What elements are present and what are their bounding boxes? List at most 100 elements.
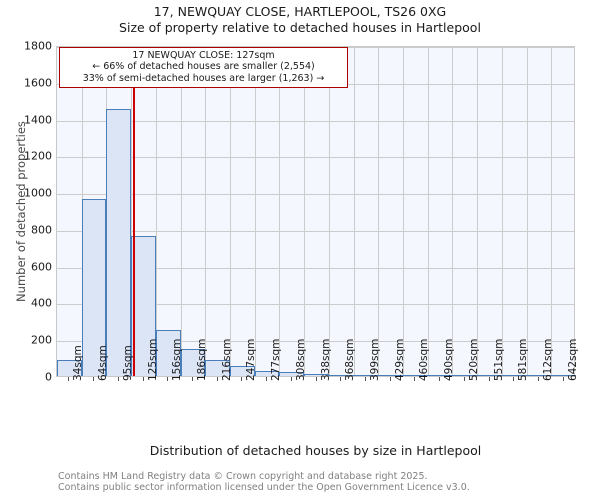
annotation-line-2: ← 66% of detached houses are smaller (2,…	[92, 61, 315, 73]
histogram-bar	[403, 375, 428, 376]
y-tick-label: 1600	[24, 76, 52, 90]
gridline-horizontal	[57, 267, 574, 269]
y-tick-label: 600	[31, 260, 52, 274]
histogram-bar	[205, 360, 230, 376]
chart-footer: Contains HM Land Registry data © Crown c…	[58, 471, 578, 493]
chart-title-subtitle: Size of property relative to detached ho…	[119, 20, 481, 35]
gridline-vertical	[131, 47, 133, 376]
x-tick-label: 642sqm	[566, 338, 579, 381]
x-tick-label: 520sqm	[467, 338, 480, 381]
x-tick-label: 247sqm	[245, 338, 258, 381]
x-tick-mark	[117, 377, 119, 381]
gridline-vertical	[205, 47, 207, 376]
histogram-bar	[353, 375, 379, 376]
x-tick-mark	[340, 377, 342, 381]
histogram-bar	[551, 375, 576, 376]
gridline-vertical	[452, 47, 454, 376]
chart-title-primary: 17, NEWQUAY CLOSE, HARTLEPOOL, TS26 0XG	[153, 4, 447, 19]
gridline-vertical	[403, 47, 404, 376]
chart-title-block: 17, NEWQUAY CLOSE, HARTLEPOOL, TS26 0XG …	[0, 4, 600, 36]
x-tick-label: 156sqm	[171, 338, 184, 381]
x-tick-mark	[389, 377, 391, 381]
x-tick-label: 338sqm	[319, 338, 332, 381]
y-tick-label: 0	[45, 370, 52, 384]
gridline-vertical	[477, 47, 479, 376]
histogram-bar	[106, 109, 132, 376]
x-tick-label: 490sqm	[443, 338, 456, 381]
x-tick-mark	[315, 377, 317, 381]
gridline-vertical	[551, 47, 553, 376]
x-tick-mark	[537, 377, 539, 381]
gridline-vertical	[328, 47, 330, 376]
x-tick-label: 277sqm	[270, 338, 283, 381]
x-tick-mark	[364, 377, 366, 381]
x-tick-mark	[241, 377, 243, 381]
histogram-bar	[57, 360, 82, 376]
gridline-vertical	[526, 47, 528, 376]
x-tick-mark	[290, 377, 292, 381]
gridline-vertical	[378, 47, 380, 376]
y-tick-label: 400	[31, 296, 52, 310]
histogram-bar	[304, 373, 329, 376]
gridline-vertical	[155, 47, 157, 376]
histogram-bar	[427, 375, 453, 376]
x-tick-mark	[562, 377, 564, 381]
x-tick-label: 186sqm	[195, 338, 208, 381]
histogram-bar	[378, 375, 403, 376]
gridline-horizontal	[57, 341, 574, 343]
gridline-vertical	[230, 47, 231, 376]
x-tick-mark	[167, 377, 169, 381]
gridline-vertical	[304, 47, 306, 376]
y-tick-label: 800	[31, 223, 52, 237]
histogram-bar	[526, 375, 552, 376]
histogram-bar	[155, 330, 181, 376]
x-tick-label: 64sqm	[97, 345, 110, 381]
x-tick-mark	[266, 377, 268, 381]
footer-line-2: Contains public sector information licen…	[58, 482, 470, 493]
x-tick-label: 95sqm	[121, 345, 134, 381]
x-tick-mark	[191, 377, 193, 381]
x-tick-label: 216sqm	[220, 338, 233, 381]
x-tick-label: 429sqm	[393, 338, 406, 381]
gridline-vertical	[353, 47, 355, 376]
histogram-bar	[328, 375, 354, 376]
histogram-bar	[254, 370, 280, 376]
x-tick-mark	[142, 377, 144, 381]
gridline-horizontal	[57, 120, 574, 122]
x-tick-label: 368sqm	[344, 338, 357, 381]
histogram-bar	[279, 372, 305, 376]
y-tick-label: 1000	[24, 186, 52, 200]
x-tick-mark	[68, 377, 70, 381]
y-tick-label: 1200	[24, 149, 52, 163]
x-tick-label: 125sqm	[146, 338, 159, 381]
histogram-bar	[501, 375, 527, 376]
y-tick-label: 1800	[24, 39, 52, 53]
histogram-bar	[452, 375, 478, 376]
property-marker-line	[132, 47, 135, 376]
x-tick-label: 612sqm	[541, 338, 554, 381]
gridline-vertical	[427, 47, 429, 376]
x-tick-label: 581sqm	[517, 338, 530, 381]
x-tick-label: 34sqm	[72, 345, 85, 381]
x-axis-title: Distribution of detached houses by size …	[149, 443, 482, 458]
x-tick-label: 308sqm	[294, 338, 307, 381]
y-tick-label: 1400	[24, 113, 52, 127]
gridline-horizontal	[57, 230, 574, 232]
x-tick-mark	[93, 377, 95, 381]
property-annotation-box: 17 NEWQUAY CLOSE: 127sqm ← 66% of detach…	[59, 47, 348, 89]
x-tick-mark	[463, 377, 465, 381]
gridline-vertical	[279, 47, 281, 376]
gridline-horizontal	[57, 304, 574, 306]
histogram-bar	[131, 236, 156, 376]
gridline-horizontal	[57, 194, 574, 196]
histogram-bar	[81, 199, 107, 376]
x-tick-label: 551sqm	[492, 338, 505, 381]
gridline-vertical	[254, 47, 256, 376]
annotation-line-1: 17 NEWQUAY CLOSE: 127sqm	[132, 50, 275, 61]
x-tick-label: 399sqm	[368, 338, 381, 381]
footer-line-1: Contains HM Land Registry data © Crown c…	[58, 471, 428, 482]
x-tick-mark	[488, 377, 490, 381]
x-tick-mark	[414, 377, 416, 381]
chart-plot-area	[56, 46, 576, 377]
gridline-horizontal	[57, 157, 574, 159]
